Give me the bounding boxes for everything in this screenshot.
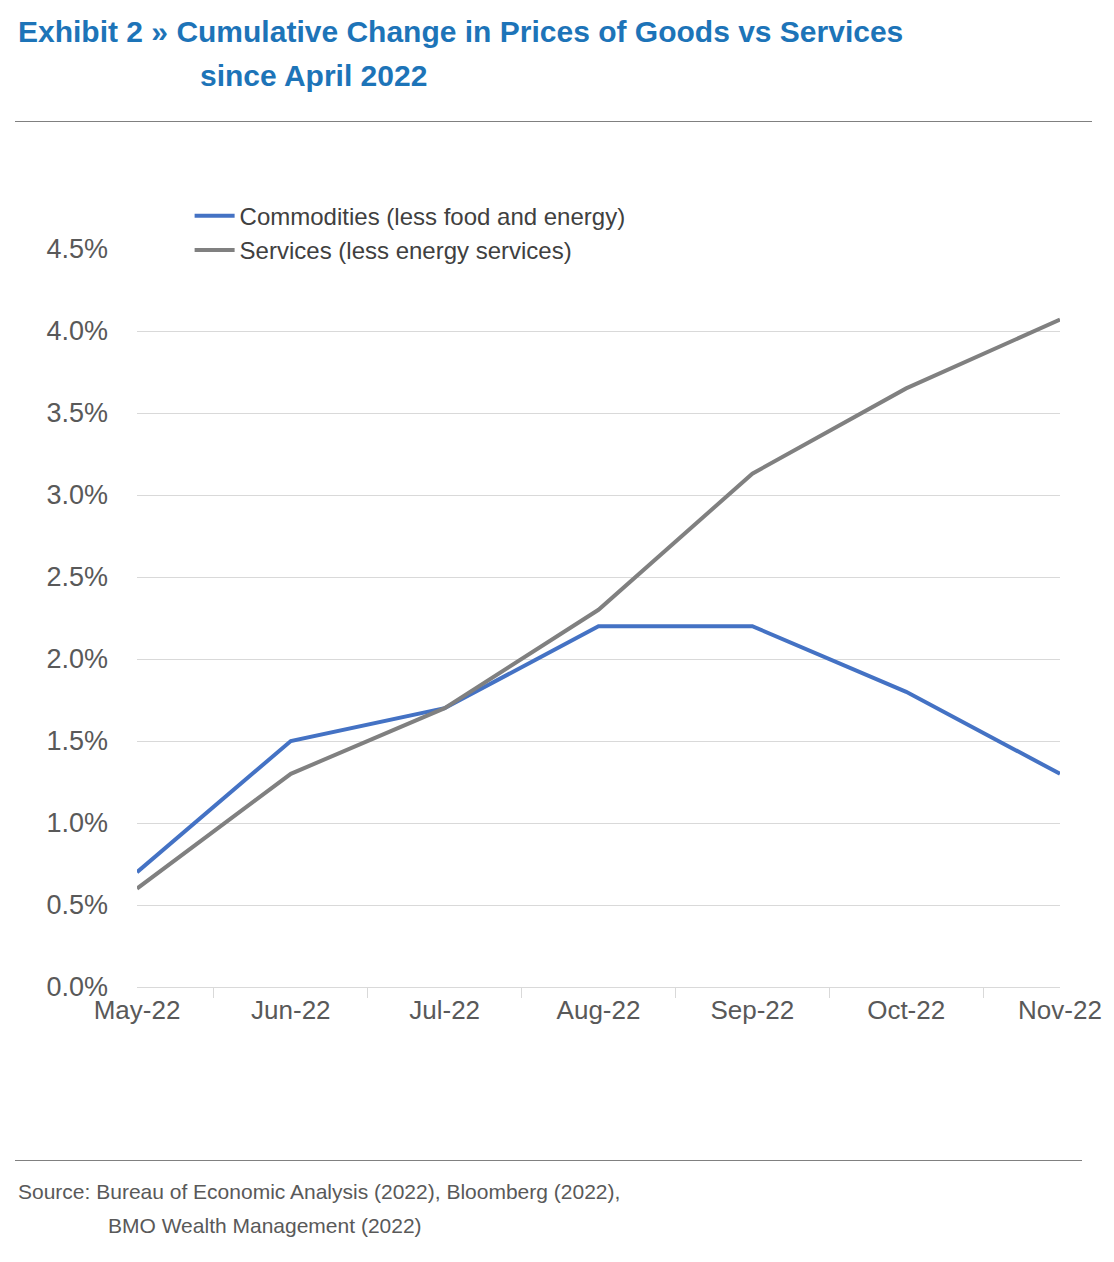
svg-text:Jun-22: Jun-22 bbox=[251, 995, 331, 1025]
svg-text:0.0%: 0.0% bbox=[46, 972, 108, 1002]
svg-text:2.0%: 2.0% bbox=[46, 644, 108, 674]
svg-text:Aug-22: Aug-22 bbox=[557, 995, 641, 1025]
html-text:Source: Bureau of Economic Ana: Source: Bureau of Economic Analysis (202… bbox=[18, 1180, 621, 1237]
svg-text:Commodities (less food and ene: Commodities (less food and energy) bbox=[240, 203, 626, 230]
svg-text:3.0%: 3.0% bbox=[46, 480, 108, 510]
svg-text:4.5%: 4.5% bbox=[46, 234, 108, 264]
svg-text:Oct-22: Oct-22 bbox=[867, 995, 945, 1025]
svg-text:2.5%: 2.5% bbox=[46, 562, 108, 592]
svg-text:4.0%: 4.0% bbox=[46, 316, 108, 346]
svg-text:Services (less energy services: Services (less energy services) bbox=[240, 237, 572, 264]
svg-text:3.5%: 3.5% bbox=[46, 398, 108, 428]
svg-text:1.5%: 1.5% bbox=[46, 726, 108, 756]
svg-text:0.5%: 0.5% bbox=[46, 890, 108, 920]
svg-text:Sep-22: Sep-22 bbox=[710, 995, 794, 1025]
svg-text:May-22: May-22 bbox=[94, 995, 181, 1025]
svg-text:1.0%: 1.0% bbox=[46, 808, 108, 838]
svg-text:Jul-22: Jul-22 bbox=[409, 995, 480, 1025]
html-text:Exhibit 2 » Cumulative Change: Exhibit 2 » Cumulative Change in Prices … bbox=[18, 15, 904, 92]
svg-text:Nov-22: Nov-22 bbox=[1018, 995, 1102, 1025]
